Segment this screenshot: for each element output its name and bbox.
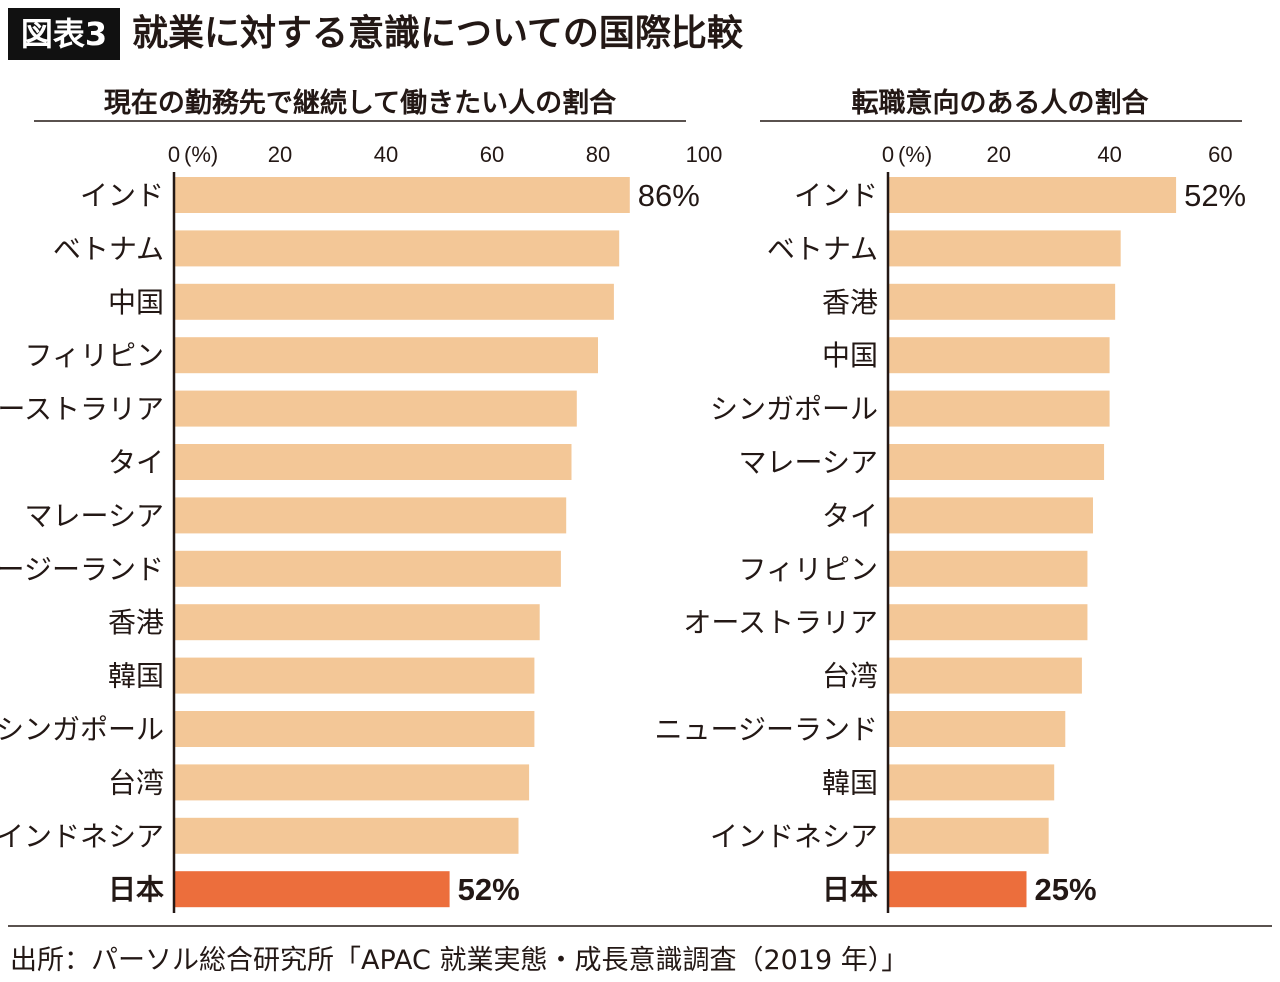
bar bbox=[174, 177, 630, 213]
bar bbox=[174, 764, 530, 801]
source-note: 出所：パーソル総合研究所「APAC 就業実態・成長意識調査（2019 年）」 bbox=[10, 945, 909, 976]
category-label: マレーシア bbox=[25, 499, 164, 532]
category-label: インドネシア bbox=[0, 820, 164, 853]
bar bbox=[174, 550, 561, 587]
bar bbox=[888, 764, 1055, 801]
bar bbox=[888, 390, 1110, 427]
bar bbox=[174, 604, 540, 641]
tick-label: 0 bbox=[168, 142, 180, 167]
category-label: 日本 bbox=[108, 873, 164, 906]
category-label: フィリピン bbox=[739, 553, 878, 586]
category-label: 台湾 bbox=[108, 766, 164, 799]
bar bbox=[174, 337, 598, 374]
category-label: ベトナム bbox=[53, 232, 164, 265]
tick-label: 20 bbox=[268, 142, 292, 167]
bar bbox=[888, 230, 1121, 267]
data-label: 25% bbox=[1035, 872, 1097, 907]
bar bbox=[174, 711, 535, 747]
data-label: 86% bbox=[638, 178, 700, 213]
unit-label: (%) bbox=[184, 142, 218, 167]
category-label: シンガポール bbox=[0, 713, 164, 746]
bar bbox=[888, 711, 1066, 747]
category-label: マレーシア bbox=[739, 446, 878, 479]
category-label: ニュージーランド bbox=[0, 553, 164, 586]
category-label: 中国 bbox=[822, 339, 878, 372]
tick-label: 40 bbox=[374, 142, 398, 167]
data-label: 52% bbox=[1184, 178, 1246, 213]
category-label: 香港 bbox=[108, 606, 164, 639]
bar bbox=[888, 177, 1177, 213]
tick-label: 0 bbox=[882, 142, 894, 167]
tick-label: 20 bbox=[987, 142, 1011, 167]
bar bbox=[888, 550, 1088, 587]
category-label: オーストラリア bbox=[0, 393, 164, 426]
category-label: 香港 bbox=[822, 286, 878, 319]
category-label: 台湾 bbox=[822, 660, 878, 693]
unit-label: (%) bbox=[898, 142, 932, 167]
bar bbox=[888, 871, 1027, 908]
bar bbox=[888, 497, 1093, 534]
bar bbox=[174, 283, 614, 320]
figure-label: 図表3 bbox=[8, 8, 120, 60]
tick-label: 60 bbox=[480, 142, 504, 167]
tick-label: 60 bbox=[1208, 142, 1232, 167]
bar bbox=[174, 390, 577, 427]
bar bbox=[174, 871, 450, 908]
category-label: ニュージーランド bbox=[655, 713, 878, 746]
category-label: タイ bbox=[822, 499, 878, 532]
category-label: オーストラリア bbox=[683, 606, 878, 639]
category-label: ベトナム bbox=[767, 232, 878, 265]
bar bbox=[174, 817, 519, 854]
bar bbox=[174, 444, 572, 480]
category-label: 日本 bbox=[822, 873, 878, 906]
bar bbox=[174, 230, 620, 267]
category-label: 中国 bbox=[108, 286, 164, 319]
chart-title: 現在の勤務先で継続して働きたい人の割合 bbox=[104, 87, 616, 119]
bar bbox=[888, 283, 1116, 320]
tick-label: 40 bbox=[1097, 142, 1121, 167]
bar bbox=[888, 337, 1110, 374]
category-label: 韓国 bbox=[822, 766, 878, 799]
bar bbox=[174, 497, 567, 534]
figure-title: 就業に対する意識についての国際比較 bbox=[132, 13, 743, 54]
bar bbox=[888, 657, 1082, 694]
tick-label: 80 bbox=[586, 142, 610, 167]
bar bbox=[888, 604, 1088, 641]
category-label: インドネシア bbox=[710, 820, 878, 853]
bar bbox=[174, 657, 535, 694]
bar bbox=[888, 444, 1105, 480]
category-label: フィリピン bbox=[25, 339, 164, 372]
category-label: タイ bbox=[108, 446, 164, 479]
category-label: インド bbox=[794, 179, 878, 212]
category-label: インド bbox=[80, 179, 164, 212]
category-label: 韓国 bbox=[108, 660, 164, 693]
data-label: 52% bbox=[458, 872, 520, 907]
bar bbox=[888, 817, 1049, 854]
category-label: シンガポール bbox=[710, 393, 878, 426]
tick-label: 100 bbox=[686, 142, 723, 167]
chart-title: 転職意向のある人の割合 bbox=[852, 87, 1149, 119]
